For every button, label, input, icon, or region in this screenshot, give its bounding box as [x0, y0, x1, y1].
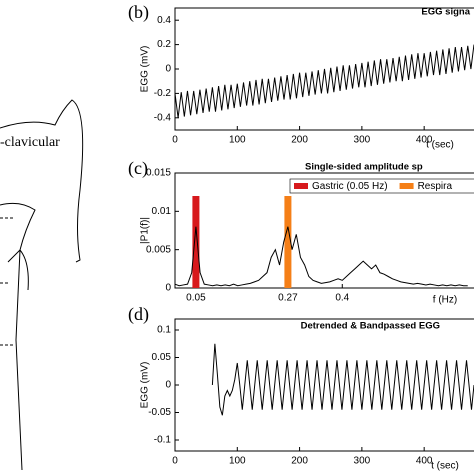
x-tick-label: 400 [416, 135, 433, 146]
x-tick-label: 0 [172, 456, 178, 467]
legend: Gastric (0.05 Hz) Respira [289, 178, 474, 194]
legend-box [289, 178, 474, 194]
y-tick-label: -0.2 [154, 88, 172, 99]
x-tick-label: 0.05 [186, 293, 206, 304]
x-axis-label: f (Hz) [433, 295, 457, 306]
y-tick-label: 0.1 [157, 325, 171, 336]
body-diagram [0, 99, 84, 471]
x-tick-label: 300 [354, 135, 371, 146]
x-tick-label: 100 [229, 456, 246, 467]
y-tick-label: 0.005 [146, 244, 171, 255]
legend-swatch [399, 183, 414, 189]
y-tick-label: 0 [165, 64, 171, 75]
chart-title: EGG signa [421, 7, 470, 18]
legend-swatch [294, 183, 308, 189]
y-tick-label: 0.4 [157, 15, 171, 26]
y-tick-label: -0.4 [154, 112, 172, 123]
y-axis-label: |P1(f)| [140, 217, 151, 244]
x-tick-label: 200 [291, 456, 308, 467]
y-tick-label: 0 [165, 380, 171, 391]
panel-label: (b) [128, 2, 149, 23]
panel-label: (c) [128, 158, 148, 179]
x-axis-label: t (sec) [426, 140, 454, 151]
chart-title: Single-sided amplitude sp [305, 162, 423, 173]
x-tick-label: 0 [172, 135, 178, 146]
x-axis-label: t (sec) [431, 461, 459, 472]
y-axis-label: EGG (mV) [140, 46, 151, 93]
x-tick-label: 300 [354, 456, 371, 467]
legend-label: Respira [418, 181, 453, 192]
chart-title: Detrended & Bandpassed EGG [301, 321, 440, 332]
legend-label: Gastric (0.05 Hz) [312, 181, 388, 192]
x-tick-label: 400 [416, 456, 433, 467]
y-axis-label: EGG (mV) [140, 362, 151, 409]
y-tick-label: 0 [165, 283, 171, 294]
diagram-label: -clavicular [0, 135, 60, 150]
signal-line [211, 343, 474, 416]
y-tick-label: 0.01 [152, 206, 172, 217]
y-tick-label: 0.015 [146, 168, 171, 179]
y-tick-label: -0.1 [154, 435, 172, 446]
x-tick-label: 100 [229, 135, 246, 146]
x-tick-label: 200 [291, 135, 308, 146]
x-tick-label: 0.4 [335, 293, 349, 304]
y-tick-label: 0.2 [157, 39, 171, 50]
x-tick-label: 0.27 [278, 293, 298, 304]
marker-bar [284, 196, 292, 288]
signal-line [174, 44, 474, 118]
y-tick-label: -0.05 [148, 407, 171, 418]
signal-line [174, 226, 468, 287]
panel-label: (d) [128, 304, 149, 325]
y-tick-label: 0.05 [152, 352, 172, 363]
marker-bar [192, 196, 200, 288]
plot-frame [174, 172, 474, 289]
